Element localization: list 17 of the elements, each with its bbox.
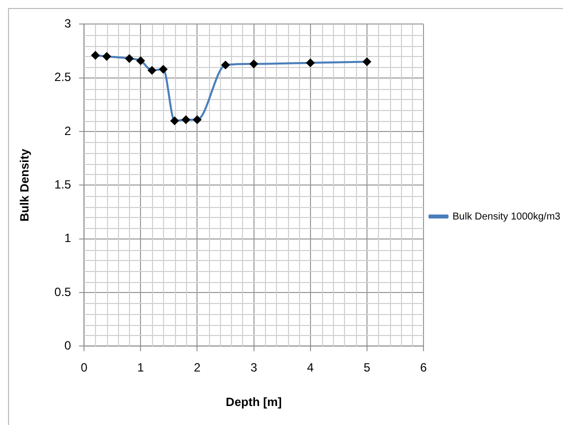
y-tick-label: 2: [64, 124, 72, 138]
y-tick-label: 3: [64, 16, 72, 31]
x-tick-label: 0: [80, 360, 88, 375]
x-tick-label: 4: [307, 360, 314, 375]
x-axis-title: Depth [m]: [226, 395, 282, 410]
y-tick-label: 0.5: [54, 284, 72, 299]
legend-label: Bulk Density 1000kg/m3: [452, 211, 561, 222]
y-tick-label: 2.5: [54, 70, 72, 84]
y-tick-label: 0: [64, 338, 72, 353]
x-tick-label: 5: [364, 360, 371, 375]
y-axis-title: Bulk Density: [18, 148, 32, 222]
y-tick-label: 1.5: [54, 178, 72, 192]
y-tick-label: 1: [64, 231, 72, 246]
x-tick-label: 2: [194, 360, 201, 375]
x-tick-label: 1: [137, 360, 144, 375]
x-tick-label: 3: [250, 360, 258, 375]
x-tick-label: 6: [420, 360, 428, 375]
